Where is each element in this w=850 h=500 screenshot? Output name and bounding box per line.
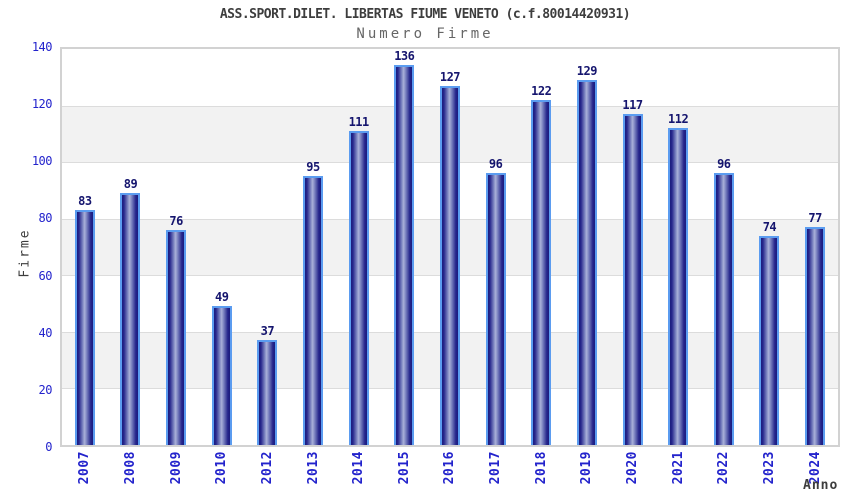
bar-cell: 74 bbox=[747, 49, 793, 445]
bar-cell: 127 bbox=[427, 49, 473, 445]
bar-2017 bbox=[485, 173, 506, 445]
x-tick-cell: 2014 bbox=[336, 451, 382, 497]
x-tick-cell: 2022 bbox=[701, 451, 747, 497]
bar-value-label: 95 bbox=[306, 160, 320, 175]
bar-cell: 129 bbox=[564, 49, 610, 445]
x-tick-label: 2010 bbox=[214, 451, 230, 485]
x-tick-cell: 2019 bbox=[564, 451, 610, 497]
bar-value-label: 96 bbox=[488, 157, 503, 172]
bar-value-label: 96 bbox=[717, 157, 731, 172]
x-tick-label: 2022 bbox=[716, 451, 732, 485]
x-tick-label: 2012 bbox=[259, 451, 275, 485]
bar-cell: 77 bbox=[792, 49, 838, 445]
bar-2016 bbox=[439, 85, 460, 445]
bar-value-label: 49 bbox=[215, 290, 229, 305]
bar-cell: 49 bbox=[199, 49, 245, 445]
x-axis-label: Anno bbox=[803, 478, 839, 493]
x-tick-cell: 2018 bbox=[518, 451, 564, 497]
x-tick-label: 2023 bbox=[761, 451, 777, 485]
x-tick-label: 2013 bbox=[305, 451, 321, 485]
bar-value-label: 136 bbox=[394, 49, 415, 63]
y-axis: 0 20 40 60 80 100 120 140 bbox=[0, 40, 53, 454]
x-tick-label: 2017 bbox=[488, 451, 504, 485]
bar-2023 bbox=[759, 235, 780, 445]
bar-2024 bbox=[805, 227, 826, 445]
x-tick-label: 2009 bbox=[168, 451, 184, 485]
bar-cell: 96 bbox=[473, 49, 519, 445]
bar-cell: 95 bbox=[290, 49, 336, 445]
bar-cell: 96 bbox=[701, 49, 747, 445]
bar-cell: 89 bbox=[108, 49, 154, 445]
x-tick-cell: 2020 bbox=[610, 451, 656, 497]
bar-2007 bbox=[74, 210, 95, 445]
bar-value-label: 122 bbox=[531, 83, 552, 98]
bar-2021 bbox=[668, 128, 689, 445]
y-tick-label: 20 bbox=[38, 382, 53, 397]
bar-2019 bbox=[576, 80, 597, 445]
x-tick-cell: 2007 bbox=[62, 451, 108, 497]
bar-2010 bbox=[211, 306, 232, 445]
bar-2014 bbox=[348, 131, 369, 445]
chart-title: ASS.SPORT.DILET. LIBERTAS FIUME VENETO (… bbox=[219, 7, 631, 22]
bar-value-label: 37 bbox=[260, 324, 275, 339]
x-tick-cell: 2023 bbox=[747, 451, 793, 497]
bar-2008 bbox=[120, 193, 141, 445]
bar-2013 bbox=[303, 176, 324, 445]
y-tick-label: 60 bbox=[38, 268, 53, 283]
x-tick-cell: 2010 bbox=[199, 451, 245, 497]
bar-value-label: 111 bbox=[348, 115, 370, 130]
bar-2020 bbox=[622, 114, 643, 445]
x-axis: 2007 2008 2009 2010 2012 2013 2014 2015 2016 2017… bbox=[62, 451, 838, 497]
plot-area: 83 89 76 49 37 95 111 136 127 96 122 129 117 112 96 74 7… bbox=[60, 47, 840, 447]
bar-cell: 37 bbox=[245, 49, 291, 445]
bar-cell: 112 bbox=[655, 49, 701, 445]
y-tick-label: 100 bbox=[31, 154, 53, 169]
x-tick-label: 2021 bbox=[670, 451, 686, 485]
x-tick-cell: 2017 bbox=[473, 451, 519, 497]
x-tick-label: 2008 bbox=[122, 451, 138, 485]
bar-cell: 136 bbox=[381, 49, 427, 445]
x-tick-cell: 2009 bbox=[153, 451, 199, 497]
x-tick-label: 2018 bbox=[533, 451, 549, 485]
bar-value-label: 129 bbox=[576, 64, 598, 79]
bar-2015 bbox=[394, 65, 415, 445]
bar-value-label: 83 bbox=[78, 194, 92, 209]
x-tick-label: 2016 bbox=[442, 451, 458, 485]
bar-cell: 111 bbox=[336, 49, 382, 445]
x-tick-cell: 2015 bbox=[381, 451, 427, 497]
x-tick-label: 2014 bbox=[351, 451, 367, 485]
bars-container: 83 89 76 49 37 95 111 136 127 96 122 129 117 112 96 74 7… bbox=[62, 49, 838, 445]
bar-value-label: 77 bbox=[808, 211, 822, 226]
x-tick-cell: 2013 bbox=[290, 451, 336, 497]
y-tick-label: 0 bbox=[45, 440, 52, 454]
x-tick-cell: 2012 bbox=[245, 451, 291, 497]
bar-value-label: 74 bbox=[762, 219, 777, 234]
x-tick-cell: 2016 bbox=[427, 451, 473, 497]
bar-cell: 76 bbox=[153, 49, 199, 445]
y-tick-label: 140 bbox=[31, 40, 53, 54]
y-tick-label: 120 bbox=[31, 97, 53, 112]
bar-2018 bbox=[531, 99, 552, 445]
y-tick-label: 40 bbox=[38, 325, 53, 340]
x-tick-label: 2020 bbox=[625, 451, 640, 485]
x-tick-label: 2015 bbox=[396, 451, 412, 485]
bar-cell: 122 bbox=[518, 49, 564, 445]
bar-cell: 117 bbox=[610, 49, 656, 445]
x-tick-cell: 2008 bbox=[108, 451, 154, 497]
x-tick-cell: 2021 bbox=[655, 451, 701, 497]
bar-value-label: 76 bbox=[169, 214, 183, 229]
bar-2022 bbox=[713, 173, 734, 445]
y-tick-label: 80 bbox=[38, 211, 53, 226]
bar-value-label: 117 bbox=[622, 98, 643, 113]
bar-value-label: 112 bbox=[668, 112, 689, 127]
bar-value-label: 89 bbox=[123, 177, 138, 192]
bar-cell: 83 bbox=[62, 49, 108, 445]
bar-2012 bbox=[257, 340, 278, 445]
bar-2009 bbox=[166, 230, 187, 445]
chart-subtitle: Numero Firme bbox=[356, 26, 494, 42]
bar-value-label: 127 bbox=[439, 69, 461, 84]
x-tick-label: 2007 bbox=[77, 451, 93, 485]
x-tick-label: 2019 bbox=[579, 451, 595, 485]
